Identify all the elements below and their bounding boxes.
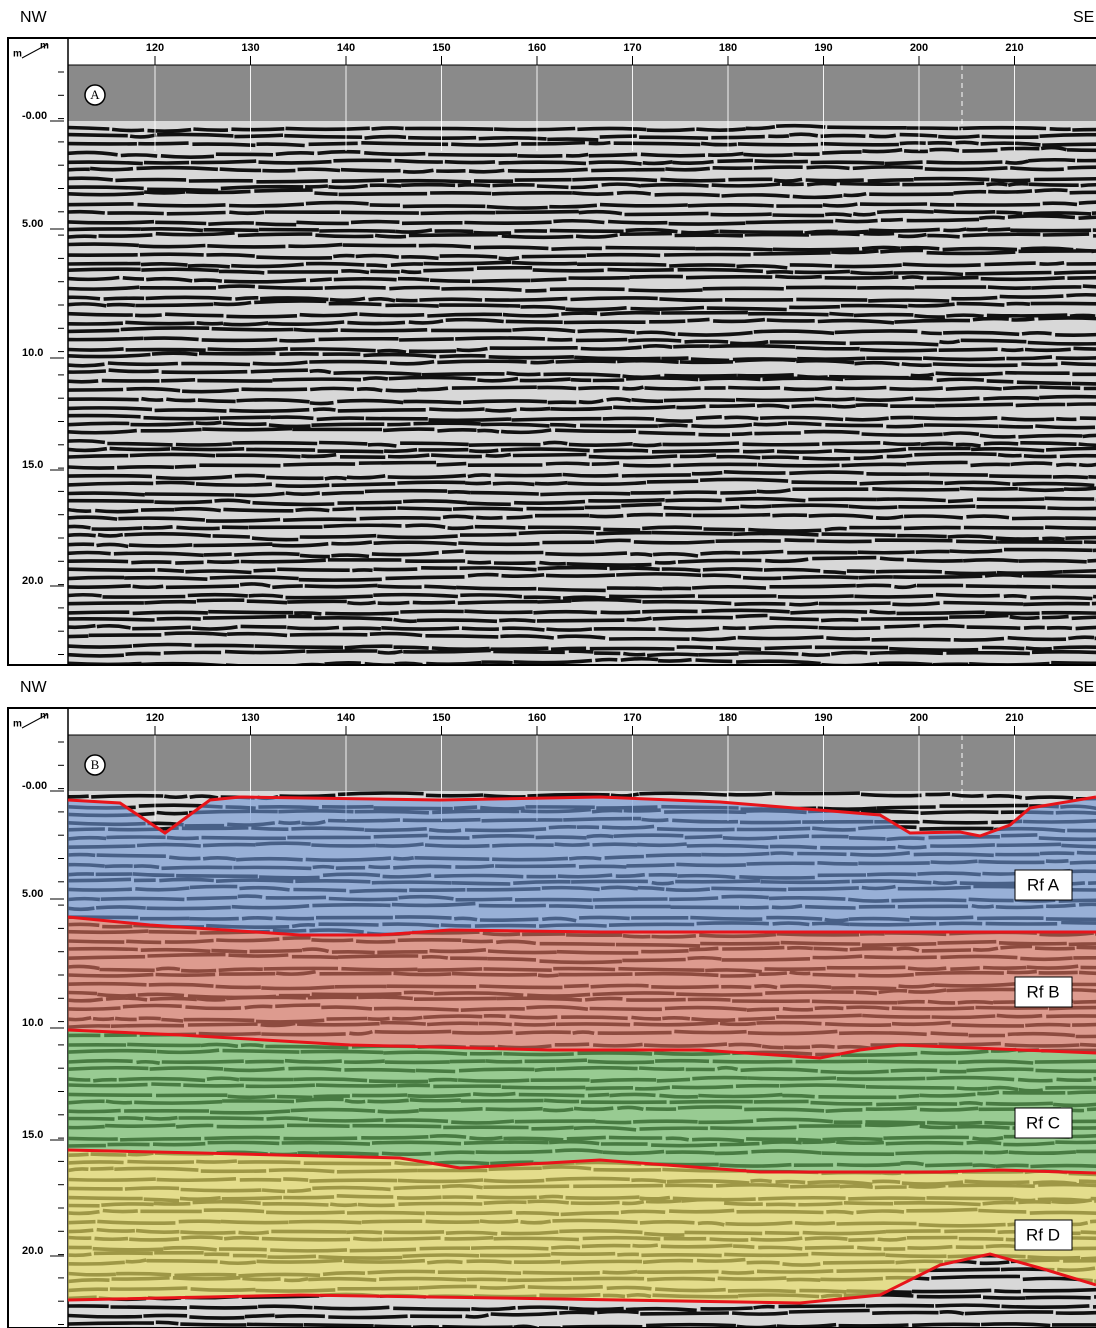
depth-label: 5.00 [22, 218, 43, 230]
panel-label: B [91, 757, 100, 772]
facies-boundary [67, 1148, 1096, 1175]
x-tick-label: 190 [814, 42, 832, 54]
panel-label: A [90, 87, 100, 102]
depth-label: -0.00 [22, 110, 47, 122]
x-tick-label: 210 [1005, 712, 1023, 724]
x-tick-label: 180 [719, 712, 737, 724]
facies-fill [68, 797, 1096, 935]
x-tick-label: 190 [814, 712, 832, 724]
facies-label: Rf B [1026, 982, 1059, 1001]
unit-bottom: m [13, 719, 22, 730]
depth-label: 5.00 [22, 888, 43, 900]
ruler [68, 708, 1096, 735]
depth-label: -0.00 [22, 780, 47, 792]
x-tick-label: 130 [241, 712, 259, 724]
unit-slash [21, 43, 49, 59]
depth-label: 10.0 [22, 347, 43, 359]
x-tick-label: 170 [623, 42, 641, 54]
x-tick-label: 130 [241, 42, 259, 54]
air-band [68, 65, 1096, 121]
depth-label: 20.0 [22, 1245, 43, 1257]
x-tick-label: 140 [337, 42, 355, 54]
x-tick-label: 170 [623, 712, 641, 724]
panel-badge [84, 754, 106, 776]
x-tick-label: 120 [146, 712, 164, 724]
x-tick-label: 180 [719, 42, 737, 54]
direction-right: SE [1073, 679, 1094, 696]
air-band [68, 735, 1096, 791]
facies-box [1014, 1107, 1073, 1139]
x-tick-label: 160 [528, 712, 546, 724]
unit-slash [21, 713, 49, 729]
panel-badge [84, 84, 106, 106]
unit-bottom: m [13, 49, 22, 60]
direction-right: SE [1073, 9, 1094, 26]
facies-boundary [67, 1252, 1096, 1305]
x-tick-label: 150 [432, 42, 450, 54]
frame [7, 707, 1096, 1328]
x-tick-label: 160 [528, 42, 546, 54]
facies-label: Rf A [1027, 875, 1060, 894]
facies-box [1014, 976, 1073, 1008]
depth-label: 20.0 [22, 575, 43, 587]
depth-label: 15.0 [22, 1129, 43, 1141]
radar-bg [68, 121, 1096, 665]
depth-label: 10.0 [22, 1017, 43, 1029]
depth-label: 15.0 [22, 459, 43, 471]
direction-left: NW [20, 679, 48, 696]
facies-box [1014, 1219, 1073, 1251]
facies-label: Rf D [1026, 1225, 1060, 1244]
x-tick-label: 200 [910, 42, 928, 54]
panel: NWSE120130140150160170180190200210220mm-… [7, 679, 1096, 1328]
facies-boundary [67, 915, 1096, 937]
facies-boundary [67, 795, 1096, 838]
x-tick-label: 120 [146, 42, 164, 54]
depth-axis [8, 708, 68, 1328]
facies-fill [68, 1030, 1096, 1173]
ruler [68, 38, 1096, 65]
x-tick-label: 210 [1005, 42, 1023, 54]
radar-reflections [68, 123, 1096, 665]
x-tick-label: 200 [910, 712, 928, 724]
facies-fill [68, 917, 1096, 1058]
direction-left: NW [20, 9, 48, 26]
facies-label: Rf C [1026, 1113, 1060, 1132]
frame [7, 37, 1096, 666]
facies-fill [68, 1150, 1096, 1303]
x-tick-label: 150 [432, 712, 450, 724]
facies-box [1014, 869, 1073, 901]
panel: NWSE120130140150160170180190200210220mm-… [7, 9, 1096, 666]
facies-boundary [67, 1028, 1096, 1060]
x-tick-label: 140 [337, 712, 355, 724]
